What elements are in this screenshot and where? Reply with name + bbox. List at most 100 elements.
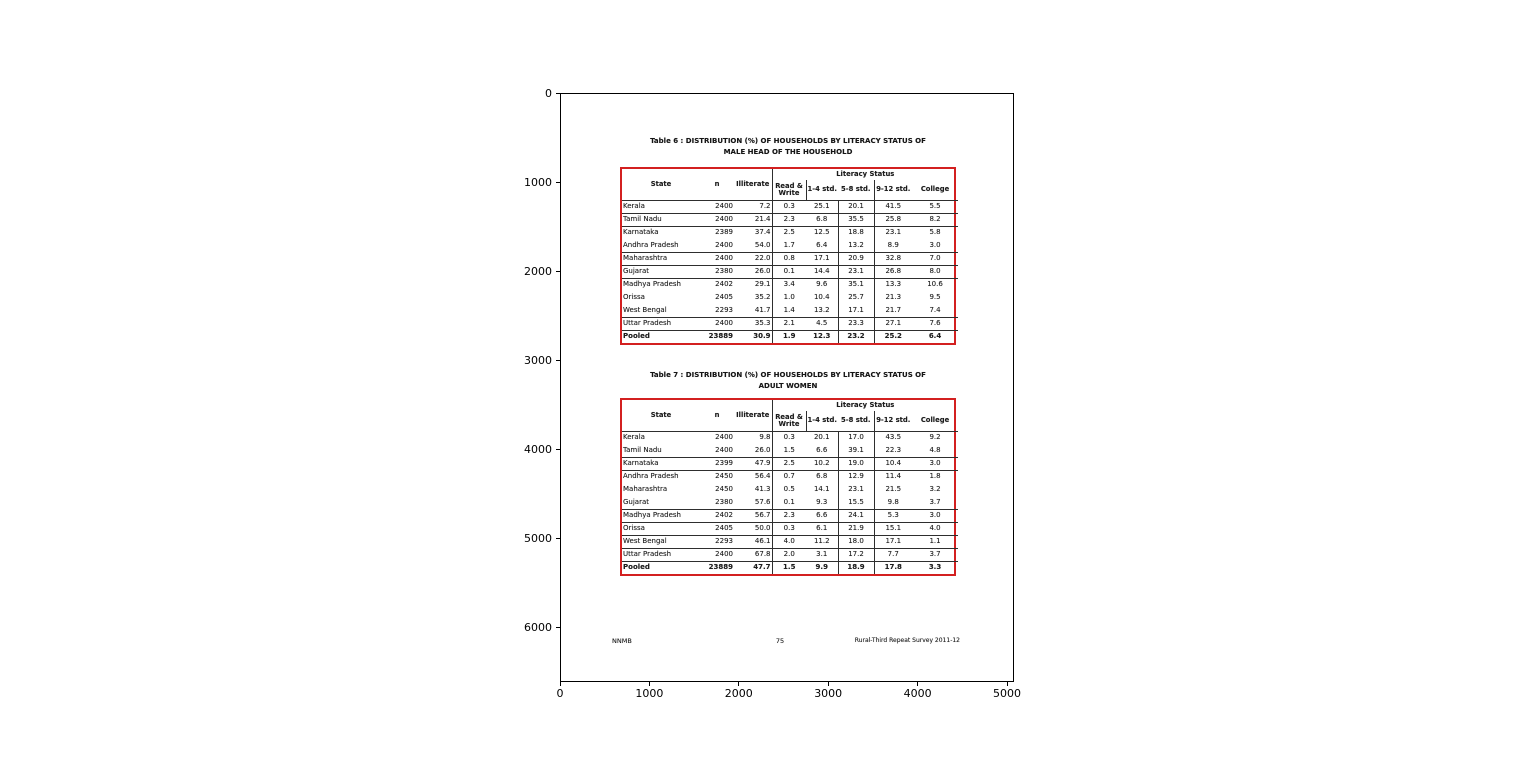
table-row: Maharashtra 2450 41.3 0.5 14.1 23.1 21.5 3.2 [622, 483, 958, 496]
value-cell: 10.6 [927, 280, 943, 289]
table-row: Gujarat 2380 57.6 0.1 9.3 15.5 9.8 3.7 [622, 496, 959, 510]
value-cell: 9.3 [806, 496, 839, 510]
value-cell: 15.1 [874, 522, 912, 536]
value-cell: 7.2 [734, 200, 773, 214]
value-cell: 2380 [700, 496, 734, 510]
value-cell: 23.1 [885, 228, 902, 237]
value-cell: 35.1 [838, 278, 875, 291]
table-row: Tamil Nadu 2400 26.0 1.5 6.6 39.1 22.3 4.8 [622, 444, 959, 458]
value-cell: 2400 [715, 433, 733, 442]
value-cell: 0.5 [783, 484, 795, 493]
table-row: Uttar Pradesh 2400 35.3 2.1 4.5 23.3 27.1 7.6 [622, 317, 959, 331]
value-cell: 17.0 [838, 431, 875, 444]
y-tick-label: 3000 [524, 353, 552, 367]
y-tick-label: 2000 [524, 264, 552, 278]
value-cell: 2.3 [772, 509, 806, 523]
column-header: n [700, 169, 734, 201]
value-cell: 12.5 [806, 226, 839, 239]
state-name-cell: Kerala [622, 200, 700, 214]
table-row: West Bengal 2293 41.7 1.4 13.2 17.1 21.7 7.4 [622, 304, 959, 318]
y-tick [556, 448, 560, 450]
y-tick [556, 537, 560, 539]
state-name-cell: Maharashtra [623, 484, 668, 493]
value-cell: 56.4 [734, 470, 773, 483]
value-cell: 0.7 [783, 472, 795, 481]
value-cell: 41.3 [734, 483, 773, 496]
value-cell: 2399 [700, 457, 734, 471]
value-cell: 1.1 [912, 535, 959, 549]
table-row: Uttar Pradesh 2400 67.8 2.0 3.1 17.2 7.7 3.7 [622, 548, 959, 562]
table-row: West Bengal 2293 46.1 4.0 11.2 18.0 17.1 1.1 [622, 535, 959, 549]
value-cell: 5.5 [912, 200, 959, 214]
value-cell: 26.0 [734, 265, 773, 279]
value-cell: 6.4 [806, 239, 839, 253]
x-tick [827, 682, 829, 686]
state-name-cell: Maharashtra [622, 252, 700, 266]
value-cell: 26.0 [734, 444, 773, 458]
value-cell: 3.0 [912, 457, 959, 471]
table7-grid: State n Illiterate Literacy Status Read & Wr… [622, 400, 959, 574]
column-header: Read & Write [772, 411, 807, 432]
value-cell: 24.1 [838, 509, 875, 523]
column-header: Illiterate [734, 400, 773, 432]
table-row: Kerala 2400 9.8 0.3 20.1 17.0 43.5 9.2 [622, 431, 958, 444]
group-header: Literacy Status [836, 400, 895, 409]
value-cell: 9.2 [929, 433, 941, 442]
x-tick [1006, 682, 1008, 686]
table6-red-box: State n Illiterate Literacy Status Read & Wr… [620, 167, 959, 345]
value-cell: 10.2 [806, 457, 839, 471]
table6-title-line1: Table 6 : DISTRIBUTION (%) OF HOUSEHOLDS… [650, 137, 926, 145]
value-cell: 2.5 [772, 457, 806, 471]
value-cell: 20.9 [838, 252, 875, 266]
value-cell: 22.0 [734, 252, 773, 266]
column-header: College [912, 411, 959, 432]
value-cell: 2293 [700, 535, 734, 549]
column-header: 9-12 std. [874, 411, 912, 432]
y-tick-label: 0 [545, 86, 552, 100]
footer-page-number: 75 [775, 637, 785, 645]
value-cell: 2402 [715, 280, 733, 289]
value-cell: 3.2 [929, 484, 941, 493]
value-cell: 1.4 [772, 304, 806, 318]
value-cell: 2400 [700, 239, 734, 253]
table-row: Andhra Pradesh 2450 56.4 0.7 6.8 12.9 11.4 1.8 [622, 470, 958, 483]
x-tick-label: 4000 [903, 687, 932, 700]
value-cell: 17.2 [838, 548, 875, 562]
value-cell: 8.2 [912, 213, 959, 227]
value-cell: 5.3 [874, 509, 912, 523]
y-tick-label: 1000 [524, 175, 552, 189]
value-cell: 13.3 [885, 280, 902, 289]
value-cell: 18.9 [838, 561, 875, 574]
state-name-cell: Kerala [623, 433, 645, 442]
value-cell: 9.6 [806, 278, 839, 291]
x-tick-label: 3000 [814, 687, 843, 700]
value-cell: 8.9 [874, 239, 912, 253]
value-cell: 30.9 [734, 330, 773, 343]
state-name-cell: Madhya Pradesh [622, 509, 700, 523]
value-cell: 3.0 [912, 239, 959, 253]
value-cell: 18.0 [838, 535, 875, 549]
table-row: Karnataka 2389 37.4 2.5 12.5 18.8 23.1 5.8 [622, 226, 958, 239]
value-cell: 56.7 [734, 509, 773, 523]
value-cell: 2400 [700, 213, 734, 227]
value-cell: 2400 [700, 317, 734, 331]
value-cell: 57.6 [734, 496, 773, 510]
x-tick-label: 5000 [993, 687, 1021, 700]
state-name-cell: Tamil Nadu [622, 444, 700, 458]
value-cell: 11.2 [806, 535, 839, 549]
value-cell: 6.6 [806, 444, 839, 458]
value-cell: 47.9 [734, 457, 773, 471]
table-row: Madhya Pradesh 2402 56.7 2.3 6.6 24.1 5.3 3.0 [622, 509, 959, 523]
value-cell: 17.8 [884, 563, 902, 572]
value-cell: 2380 [700, 265, 734, 279]
column-header: Illiterate [734, 169, 773, 201]
value-cell: 23.1 [838, 483, 875, 496]
value-cell: 4.0 [912, 522, 959, 536]
value-cell: 21.7 [874, 304, 912, 318]
value-cell: 0.1 [772, 265, 806, 279]
state-name-cell: Orissa [623, 292, 645, 301]
value-cell: 21.9 [838, 522, 875, 536]
column-header: College [912, 180, 959, 201]
table-row: Kerala 2400 7.2 0.3 25.1 20.1 41.5 5.5 [622, 200, 959, 214]
